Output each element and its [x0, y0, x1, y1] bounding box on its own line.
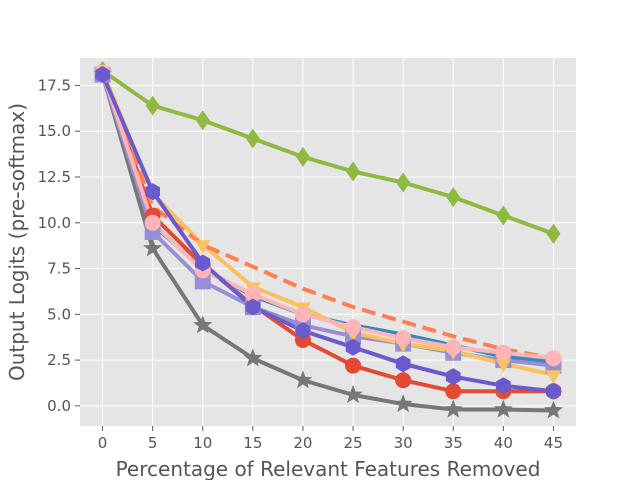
data-point [395, 372, 412, 389]
data-point [294, 306, 311, 323]
data-point [495, 359, 512, 373]
series-line-6 [100, 68, 556, 236]
data-point [243, 348, 263, 367]
series-line-3 [100, 72, 556, 413]
y-tick-label: 7.5 [47, 260, 71, 278]
data-point [143, 238, 163, 257]
data-point [546, 223, 561, 244]
data-point [545, 350, 562, 367]
x-tick-label: 40 [494, 434, 513, 452]
data-point [345, 319, 362, 336]
x-tick-label: 45 [544, 434, 563, 452]
series-layer [100, 68, 556, 413]
data-point [144, 214, 161, 231]
data-point [395, 330, 412, 347]
y-axis-label: Output Logits (pre-softmax) [5, 103, 29, 381]
plot-background [80, 58, 576, 426]
data-point [543, 400, 563, 419]
series-line-1 [100, 70, 556, 394]
y-tick-label: 0.0 [47, 397, 71, 415]
data-point [546, 382, 561, 400]
y-tick-label: 2.5 [47, 351, 71, 369]
y-axis-ticks: 0.0 2.5 5.0 7.5 10.0 12.5 15.0 17.5 [38, 76, 80, 415]
series-markers-9 [95, 65, 561, 400]
markers-layer [93, 60, 563, 419]
data-point [145, 95, 160, 116]
data-point [493, 399, 513, 418]
data-point [345, 338, 361, 356]
data-point [293, 370, 313, 389]
data-point [446, 187, 461, 208]
data-point [396, 172, 411, 193]
x-tick-label: 35 [444, 434, 463, 452]
data-point [495, 344, 512, 361]
y-tick-label: 17.5 [38, 76, 71, 94]
data-point [495, 377, 511, 395]
data-point [195, 110, 210, 131]
data-point [343, 384, 363, 403]
data-point [346, 161, 361, 182]
x-tick-label: 5 [148, 434, 158, 452]
y-tick-label: 5.0 [47, 305, 71, 323]
x-tick-label: 15 [243, 434, 262, 452]
data-point [245, 128, 260, 149]
data-point [295, 322, 311, 340]
data-point [145, 183, 161, 201]
x-tick-label: 0 [98, 434, 108, 452]
x-tick-label: 30 [394, 434, 413, 452]
data-point [245, 298, 261, 316]
data-point [194, 273, 211, 290]
series-line-8 [100, 70, 556, 361]
x-tick-label: 25 [344, 434, 363, 452]
data-point [393, 394, 413, 413]
x-tick-label: 20 [293, 434, 312, 452]
x-axis-label: Percentage of Relevant Features Removed [116, 457, 541, 480]
grid-lines [80, 58, 576, 426]
y-tick-label: 10.0 [38, 214, 71, 232]
data-point [445, 368, 461, 386]
data-point [195, 254, 211, 272]
x-tick-label: 10 [193, 434, 212, 452]
data-point [443, 399, 463, 418]
series-line-9 [100, 72, 556, 394]
x-axis-ticks: 0 5 10 15 20 25 30 35 40 45 [98, 426, 563, 452]
y-tick-label: 15.0 [38, 122, 71, 140]
series-markers-6 [95, 60, 561, 244]
data-point [244, 286, 261, 303]
y-tick-label: 12.5 [38, 168, 71, 186]
data-point [345, 357, 362, 374]
data-point [445, 339, 462, 356]
data-point [193, 315, 213, 334]
data-point [95, 65, 110, 83]
data-point [445, 383, 462, 400]
data-point [545, 370, 562, 384]
data-point [295, 146, 310, 167]
data-point [194, 240, 211, 254]
data-point [496, 205, 511, 226]
data-point [395, 355, 411, 373]
